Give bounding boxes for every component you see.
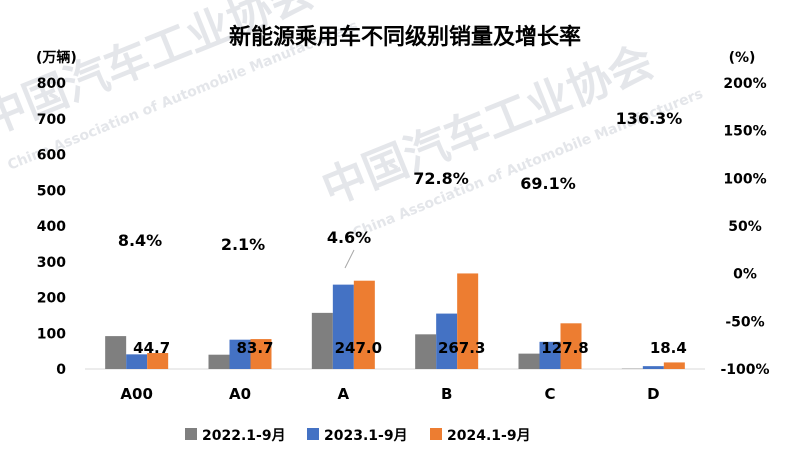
right-tick-label-4: 100% <box>723 171 766 187</box>
right-axis-ticks: -100% -50% 0% 50% 100% 150% 200% <box>720 76 769 378</box>
category-label-4: C <box>544 385 555 403</box>
right-axis-unit: (%) <box>729 50 756 66</box>
right-tick-label-6: 200% <box>723 76 766 92</box>
bar-A00-1 <box>126 354 148 369</box>
right-tick-label-2: 0% <box>733 267 757 283</box>
legend-label-0: 2022.1-9月 <box>202 428 286 444</box>
growth-label-2: 4.6% <box>327 228 371 247</box>
left-tick-label-8: 800 <box>37 76 66 92</box>
value-label-3: 267.3 <box>438 339 485 357</box>
category-label-3: B <box>441 385 452 403</box>
bar-B-2 <box>457 273 479 369</box>
left-axis-unit: (万辆) <box>36 49 77 66</box>
left-axis-ticks: 0 100 200 300 400 500 600 700 800 <box>37 76 66 378</box>
left-tick-label-7: 700 <box>37 112 66 128</box>
left-tick-label-3: 300 <box>37 255 66 271</box>
value-label-4: 127.8 <box>541 339 588 357</box>
right-tick-label-1: -50% <box>725 314 764 330</box>
value-labels: 44.7 83.7 247.0 267.3 127.8 18.4 <box>133 339 687 357</box>
left-tick-label-0: 0 <box>56 362 66 378</box>
chart-title: 新能源乘用车不同级别销量及增长率 <box>229 24 581 50</box>
left-tick-label-6: 600 <box>37 148 66 164</box>
legend-label-2: 2024.1-9月 <box>447 428 531 444</box>
growth-label-4: 69.1% <box>520 174 576 193</box>
category-label-1: A0 <box>229 385 251 403</box>
legend-swatch-2 <box>430 428 442 440</box>
bar-A-2 <box>353 280 375 369</box>
bar-A-1 <box>332 284 354 369</box>
category-label-0: A00 <box>120 385 152 403</box>
legend-swatch-1 <box>307 428 319 440</box>
left-tick-label-4: 400 <box>37 219 66 235</box>
category-label-2: A <box>338 385 350 403</box>
growth-label-3: 72.8% <box>413 169 469 188</box>
bar-A0-0 <box>208 354 230 369</box>
growth-labels: 8.4% 2.1% 4.6% 72.8% 69.1% 136.3% <box>118 109 683 254</box>
bar-D-1 <box>642 366 664 369</box>
growth-label-0: 8.4% <box>118 231 162 250</box>
value-label-1: 83.7 <box>236 339 273 357</box>
bars <box>105 273 685 369</box>
right-tick-label-3: 50% <box>728 219 762 235</box>
growth-label-5: 136.3% <box>616 109 683 128</box>
bar-B-1 <box>436 313 458 369</box>
bar-C-1 <box>539 341 561 369</box>
legend-label-1: 2023.1-9月 <box>324 428 408 444</box>
growth-label-1: 2.1% <box>221 235 265 254</box>
category-label-5: D <box>647 385 659 403</box>
bar-A0-2 <box>250 339 272 369</box>
value-label-5: 18.4 <box>650 339 687 357</box>
bar-D-2 <box>663 362 685 369</box>
right-tick-label-5: 150% <box>723 124 766 140</box>
bar-C-2 <box>560 323 582 369</box>
growth-label-leader-line <box>344 249 355 269</box>
bar-B-0 <box>415 334 437 369</box>
bar-A0-1 <box>229 339 251 369</box>
right-tick-label-0: -100% <box>720 362 769 378</box>
left-tick-label-2: 200 <box>37 291 66 307</box>
bar-C-0 <box>518 353 540 369</box>
value-label-2: 247.0 <box>335 339 382 357</box>
bar-A00-2 <box>147 353 169 369</box>
legend-swatch-0 <box>185 428 197 440</box>
bar-A00-0 <box>105 336 127 369</box>
value-label-0: 44.7 <box>133 339 170 357</box>
category-labels: A00 A0 A B C D <box>120 385 659 403</box>
bar-A-0 <box>311 312 333 369</box>
left-tick-label-5: 500 <box>37 183 66 199</box>
left-tick-label-1: 100 <box>37 326 66 342</box>
legend: 2022.1-9月 2023.1-9月 2024.1-9月 <box>185 428 531 444</box>
